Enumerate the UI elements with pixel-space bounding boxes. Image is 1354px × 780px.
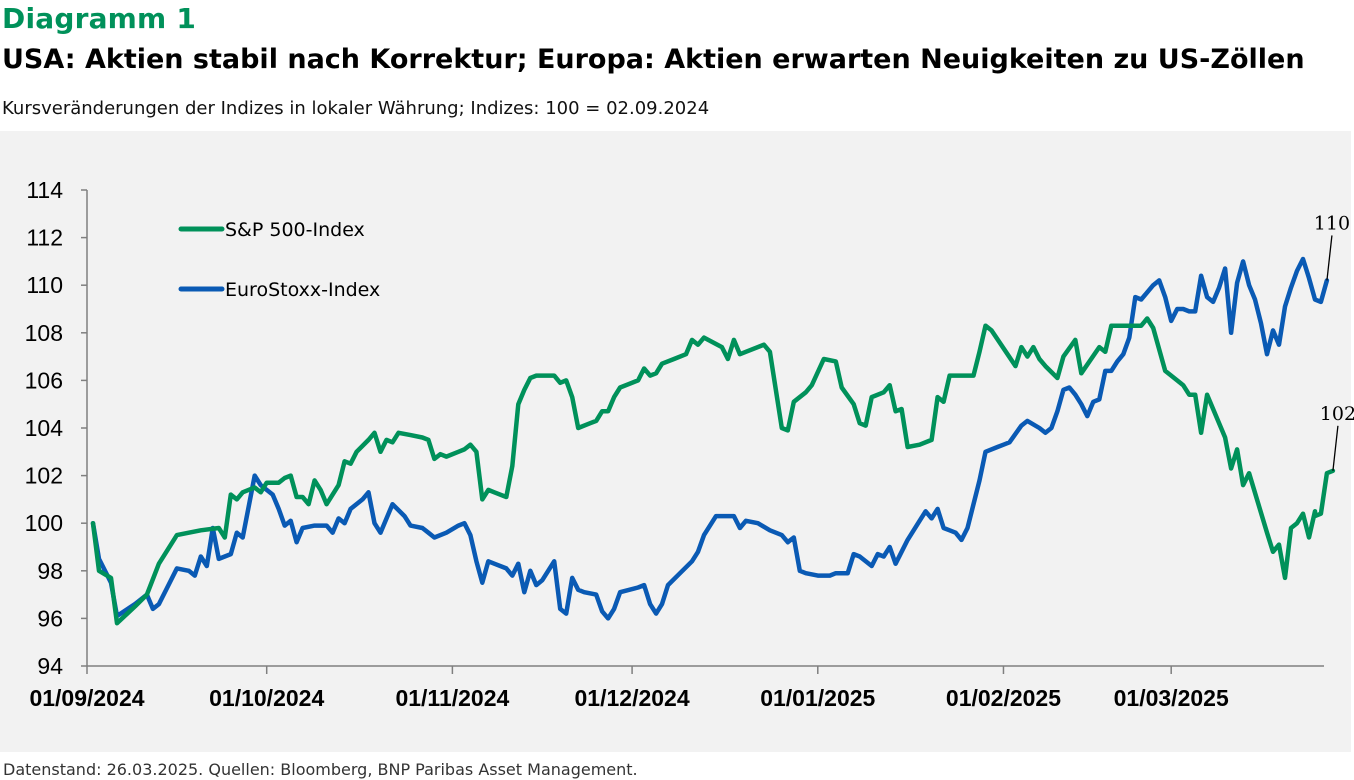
y-tick-label: 114 xyxy=(26,177,63,203)
chart-subtitle: Kursveränderungen der Indizes in lokaler… xyxy=(2,98,710,119)
series-line-eurostoxx xyxy=(90,256,1330,621)
legend-label-sp500: S&P 500-Index xyxy=(225,219,365,241)
y-tick-label: 94 xyxy=(37,653,63,679)
x-tick-label: 01/03/2025 xyxy=(1114,685,1229,711)
end-label-sp500: 102 xyxy=(1320,403,1354,425)
end-label-eurostoxx: 110 xyxy=(1314,212,1350,234)
x-tick-label: 01/01/2025 xyxy=(760,685,875,711)
x-tick-label: 01/11/2024 xyxy=(395,685,509,711)
y-tick-label: 112 xyxy=(26,225,63,251)
end-label-leader-eurostoxx xyxy=(1326,235,1333,281)
x-tick-label: 01/02/2025 xyxy=(946,685,1061,711)
y-tick-label: 104 xyxy=(25,415,64,441)
legend-label-eurostoxx: EuroStoxx-Index xyxy=(225,279,380,301)
x-tick-label: 01/09/2024 xyxy=(29,685,144,711)
source-note: Datenstand: 26.03.2025. Quellen: Bloombe… xyxy=(3,760,638,779)
chart-title: USA: Aktien stabil nach Korrektur; Europ… xyxy=(2,44,1305,75)
y-tick-label: 102 xyxy=(25,463,63,489)
y-tick-label: 100 xyxy=(25,510,63,536)
y-tick-label: 108 xyxy=(25,320,63,346)
y-tick-label: 98 xyxy=(37,558,63,584)
series-line-sp500 xyxy=(90,316,1336,626)
y-tick-label: 106 xyxy=(25,367,63,393)
y-tick-label: 110 xyxy=(26,272,63,298)
end-label-leader-sp500 xyxy=(1332,425,1339,471)
x-tick-label: 01/12/2024 xyxy=(575,685,690,711)
y-tick-label: 96 xyxy=(37,605,63,631)
x-tick-label: 01/10/2024 xyxy=(209,685,324,711)
plot-panel xyxy=(0,131,1351,752)
diagram-number: Diagramm 1 xyxy=(2,2,197,35)
